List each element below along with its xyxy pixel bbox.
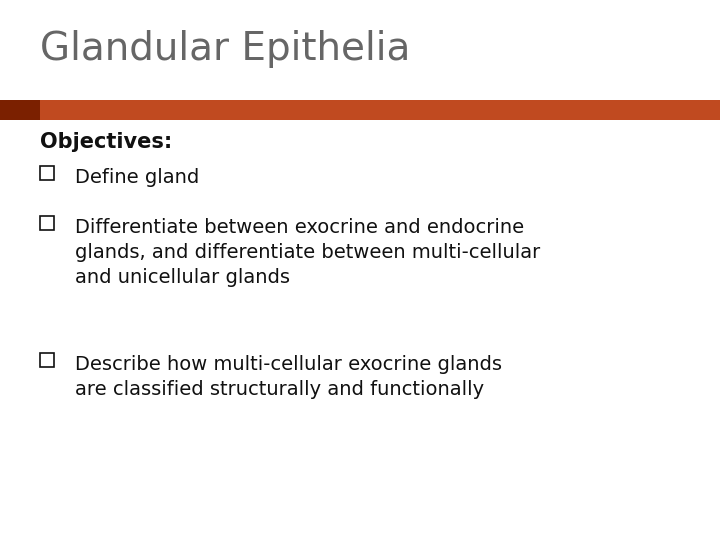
- Text: Objectives:: Objectives:: [40, 132, 172, 152]
- Text: Describe how multi-cellular exocrine glands
are classified structurally and func: Describe how multi-cellular exocrine gla…: [75, 355, 502, 399]
- Bar: [40, 216, 54, 230]
- Text: Glandular Epithelia: Glandular Epithelia: [40, 30, 410, 68]
- Bar: [40, 353, 54, 367]
- Bar: [40, 100, 720, 120]
- Text: Define gland: Define gland: [75, 168, 199, 187]
- Text: Differentiate between exocrine and endocrine
glands, and differentiate between m: Differentiate between exocrine and endoc…: [75, 218, 540, 287]
- Bar: [40, 166, 54, 180]
- Bar: [0, 100, 40, 120]
